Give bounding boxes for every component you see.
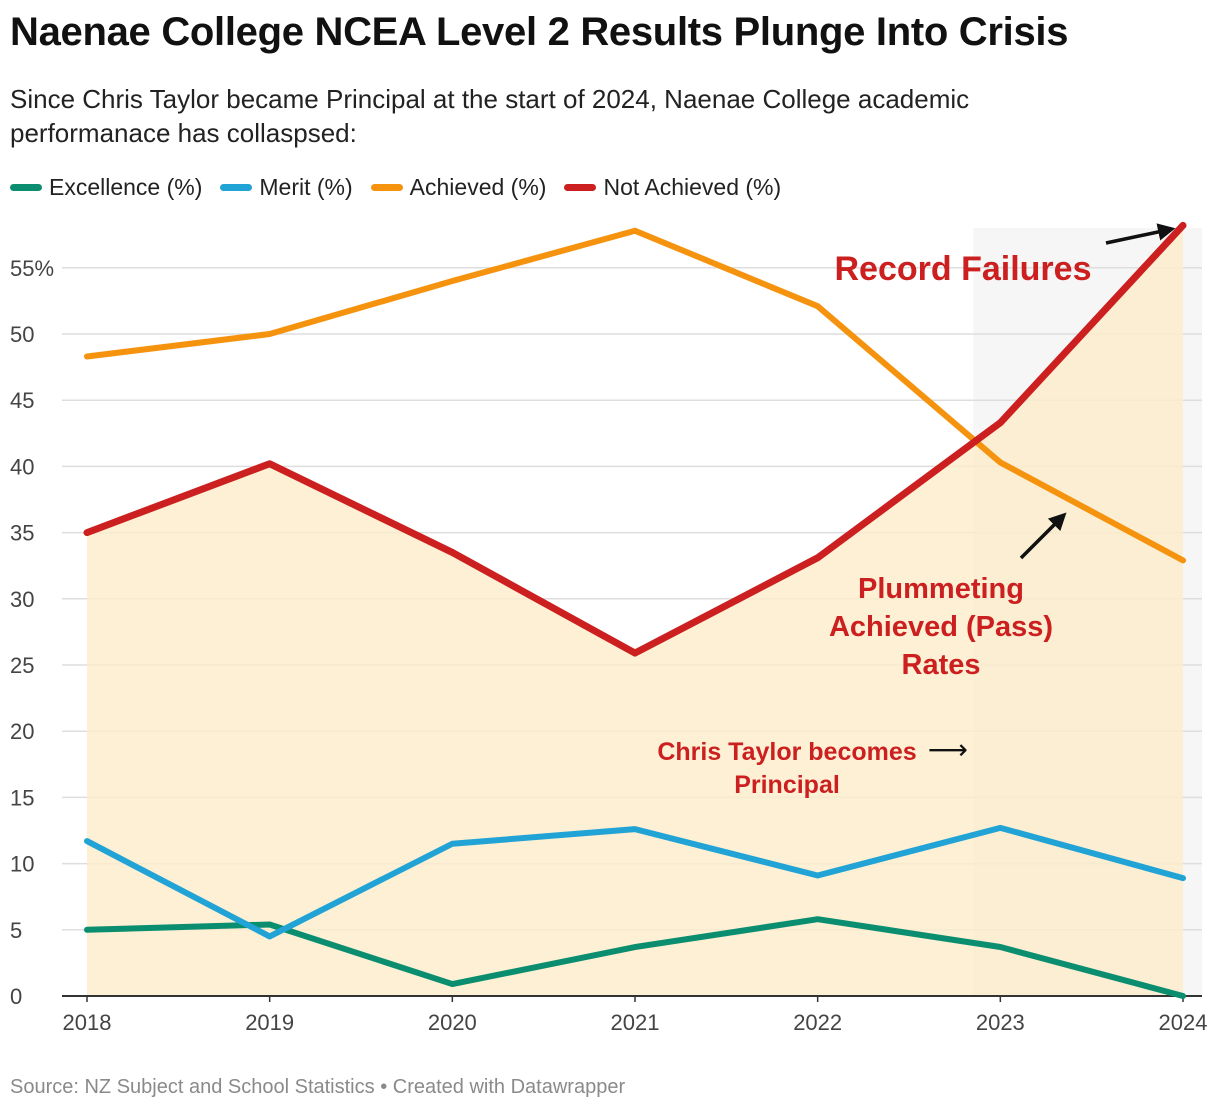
y-tick-label: 25	[10, 653, 34, 678]
legend-label-achieved: Achieved (%)	[409, 174, 547, 200]
not-achieved-area	[87, 225, 1183, 996]
achieved-line	[84, 227, 1186, 564]
legend-swatch-not-achieved	[564, 184, 597, 191]
legend-item-not-achieved: Not Achieved (%)	[564, 174, 781, 201]
footer: Source: NZ Subject and School Statistics…	[10, 1076, 625, 1099]
annotation-plummeting-line: Plummeting	[858, 573, 1024, 605]
footer-credit: Created with Datawrapper	[392, 1076, 626, 1098]
x-tick-label: 2018	[63, 1010, 112, 1035]
legend-label-not-achieved: Not Achieved (%)	[603, 174, 782, 200]
x-tick-label: 2020	[428, 1010, 477, 1035]
not-achieved-line	[83, 221, 1187, 657]
legend: Excellence (%) Merit (%) Achieved (%) No…	[10, 174, 799, 201]
x-tick-label: 2022	[793, 1010, 842, 1035]
y-tick-label: 15	[10, 785, 34, 810]
record-failures-arrow	[1105, 223, 1176, 245]
y-tick-label: 10	[10, 852, 34, 877]
plummeting-arrow	[1019, 512, 1067, 560]
annotation-chris-taylor-line: Chris Taylor becomes	[657, 738, 916, 766]
legend-swatch-merit	[220, 184, 253, 191]
chart-title: Naenae College NCEA Level 2 Results Plun…	[10, 10, 1069, 54]
x-tick-label: 2024	[1159, 1010, 1208, 1035]
legend-label-excellence: Excellence (%)	[49, 174, 203, 200]
y-tick-label: 30	[10, 587, 34, 612]
legend-label-merit: Merit (%)	[259, 174, 353, 200]
y-tick-label: 0	[10, 984, 22, 1009]
annotation-plummeting-line: Rates	[902, 649, 981, 681]
y-tick-label: 35	[10, 521, 34, 546]
x-tick-label: 2019	[245, 1010, 294, 1035]
annotation-record-failures: Record Failures	[835, 250, 1092, 288]
annotation-plummeting-line: Achieved (Pass)	[829, 611, 1053, 643]
legend-item-achieved: Achieved (%)	[370, 174, 547, 201]
legend-swatch-excellence	[10, 184, 42, 191]
x-tick-label: 2021	[611, 1010, 660, 1035]
x-tick-label: 2023	[976, 1010, 1025, 1035]
annotation-chris-taylor-line: Principal	[734, 771, 840, 799]
annotation-chris-taylor-arrow: ⟶	[928, 733, 968, 766]
legend-item-merit: Merit (%)	[220, 174, 353, 201]
y-tick-label: 20	[10, 719, 34, 744]
footer-separator: •	[380, 1076, 388, 1098]
merit-line	[84, 824, 1186, 940]
y-tick-label: 40	[10, 454, 34, 479]
chart-subtitle: Since Chris Taylor became Principal at t…	[10, 84, 970, 148]
excellence-line	[84, 916, 1186, 999]
y-tick-label: 45	[10, 388, 34, 413]
footer-source: Source: NZ Subject and School Statistics	[10, 1076, 375, 1098]
y-tick-label: 5	[10, 918, 22, 943]
y-tick-label: 55%	[10, 256, 54, 281]
legend-swatch-achieved	[370, 184, 403, 191]
legend-item-excellence: Excellence (%)	[10, 174, 202, 201]
y-tick-label: 50	[10, 322, 34, 347]
